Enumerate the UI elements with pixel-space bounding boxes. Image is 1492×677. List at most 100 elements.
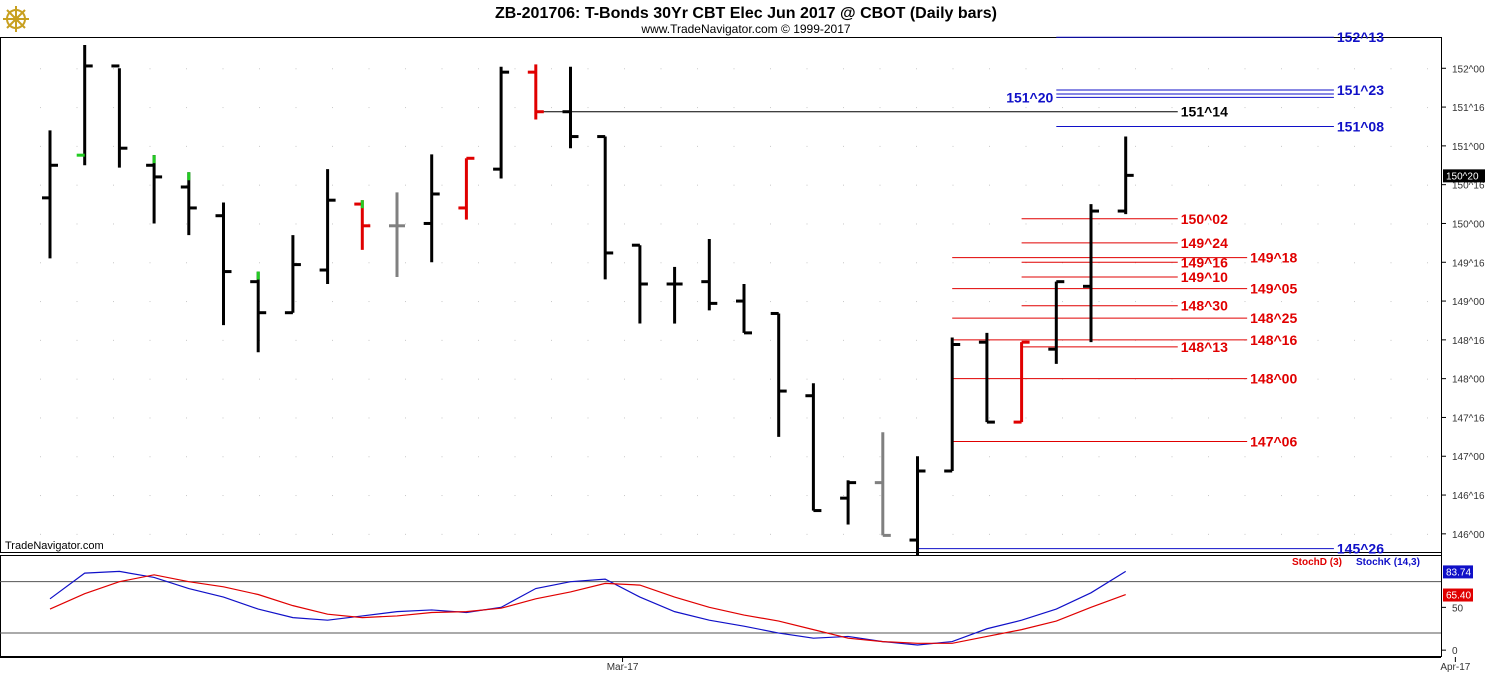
grid-dot [368, 533, 370, 535]
price-tick-label: 148^00 [1452, 375, 1485, 386]
grid-dot [514, 223, 516, 225]
grid-dot [332, 262, 333, 264]
grid-dot [1135, 184, 1136, 186]
grid-dot [40, 223, 41, 225]
ohlc-bar [770, 311, 787, 437]
grid-dot [332, 301, 333, 303]
grid-dot [879, 107, 881, 109]
level-label: 150^02 [1181, 211, 1228, 227]
grid-dot [697, 339, 698, 341]
grid-dot [295, 456, 297, 458]
grid-dot [587, 339, 589, 341]
grid-dot [186, 262, 187, 264]
grid-dot [1025, 107, 1027, 109]
grid-dot [770, 68, 771, 70]
grid-dot [76, 184, 78, 186]
grid-dot [1098, 533, 1100, 535]
grid-dot [1025, 301, 1027, 303]
grid-dot [660, 339, 662, 341]
grid-dot [1025, 145, 1027, 147]
grid-dot [514, 339, 516, 341]
grid-dot [40, 417, 41, 419]
grid-dot [405, 339, 406, 341]
grid-dot [551, 456, 552, 458]
grid-dot [514, 533, 516, 535]
grid-dot [1062, 495, 1063, 497]
grid-dot [113, 417, 114, 419]
grid-dot [843, 495, 844, 497]
grid-dot [1390, 533, 1392, 535]
grid-dot [113, 456, 114, 458]
grid-dot [624, 417, 625, 419]
grid-dot [149, 262, 151, 264]
grid-dot [952, 533, 954, 535]
price-axis: 146^00 146^16 147^00 147^16 148^00 148^16 149^… [1441, 64, 1485, 657]
grid-dot [1208, 107, 1209, 109]
grid-dot [405, 495, 406, 497]
grid-dot [295, 145, 297, 147]
grid-dot [587, 456, 589, 458]
price-tick-label: 152^00 [1452, 64, 1485, 75]
grid-dot [222, 378, 224, 380]
grid-dot [1317, 107, 1319, 109]
grid-dot [1317, 378, 1319, 380]
grid-dot [879, 223, 881, 225]
grid-dot [1244, 533, 1246, 535]
ohlc-bar [250, 271, 267, 353]
grid-dot [332, 184, 333, 186]
grid-dot [733, 417, 735, 419]
grid-dot [149, 107, 151, 109]
grid-dot [624, 339, 625, 341]
grid-dot [551, 107, 552, 109]
grid-dot [149, 184, 151, 186]
grid-dot [733, 145, 735, 147]
grid-dot [624, 145, 625, 147]
grid-dot [660, 533, 662, 535]
grid-dot [514, 184, 516, 186]
grid-dot [660, 262, 662, 264]
grid-dot [76, 107, 78, 109]
grid-dot [660, 107, 662, 109]
grid-dot [1135, 417, 1136, 419]
grid-dot [1317, 262, 1319, 264]
grid-dot [1098, 495, 1100, 497]
price-tick-label: 151^00 [1452, 142, 1485, 153]
grid-dot [952, 301, 954, 303]
grid-dot [332, 417, 333, 419]
grid-dot [1062, 456, 1063, 458]
grid-dot [1135, 456, 1136, 458]
grid-dot [1354, 533, 1355, 535]
grid-dot [989, 145, 990, 147]
level-label: 149^24 [1181, 235, 1228, 251]
grid-dot [259, 533, 260, 535]
grid-dot [1354, 107, 1355, 109]
time-axis: Mar-17 Apr-17 [607, 657, 1471, 673]
grid-dot [697, 495, 698, 497]
grid-dot [1317, 223, 1319, 225]
price-tick-label: 149^00 [1452, 297, 1485, 308]
ohlc-bar [354, 200, 371, 250]
stoch-tick-label: 0 [1452, 646, 1458, 657]
level-label: 151^08 [1337, 118, 1384, 134]
ohlc-bar [423, 154, 440, 263]
level-label: 148^30 [1181, 298, 1228, 314]
grid-dot [770, 262, 771, 264]
grid-dot [368, 339, 370, 341]
grid-dot [1390, 107, 1392, 109]
grid-dot [843, 145, 844, 147]
grid-dot [624, 68, 625, 70]
grid-dot [514, 301, 516, 303]
grid-dot [76, 145, 78, 147]
grid [0, 68, 1441, 634]
grid-dot [989, 262, 990, 264]
grid-dot [733, 223, 735, 225]
level-label: 145^26 [1337, 541, 1384, 557]
grid-dot [587, 68, 589, 70]
grid-dot [843, 417, 844, 419]
price-bars [42, 45, 1134, 556]
grid-dot [697, 417, 698, 419]
grid-dot [1098, 301, 1100, 303]
grid-dot [368, 107, 370, 109]
grid-dot [259, 68, 260, 70]
ohlc-bar [562, 66, 579, 149]
